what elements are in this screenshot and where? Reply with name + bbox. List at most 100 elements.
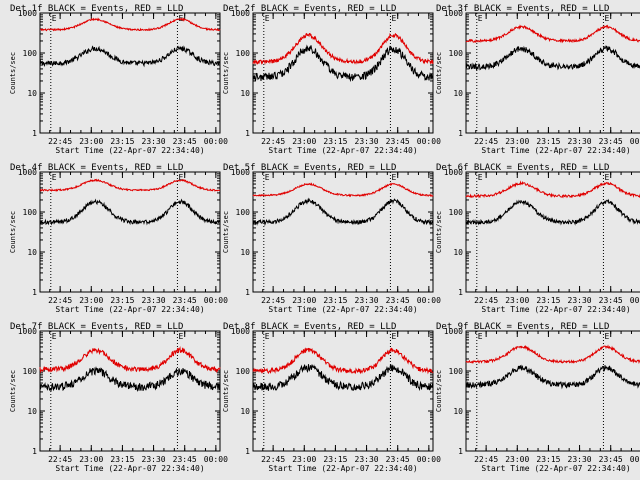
y-tick-label: 1000 (444, 327, 463, 336)
lld-series-line (252, 182, 434, 198)
y-tick-label: 10 (240, 407, 250, 416)
y-tick-label: 100 (23, 49, 38, 58)
y-axis-label: Counts/sec (435, 52, 443, 94)
x-tick-label: 23:30 (355, 455, 379, 464)
x-tick-label: 00:00 (630, 137, 640, 146)
event-marker: E (478, 173, 483, 182)
plot-frame (465, 12, 640, 134)
x-axis-label: Start Time (22-Apr-07 22:34:40) (55, 464, 204, 473)
panel-det-9: Det 9f BLACK = Events, RED = LLD 1 10 100 10… (435, 322, 640, 473)
x-tick-label: 23:00 (505, 455, 529, 464)
event-marker: E (265, 14, 270, 23)
x-axis-label: Start Time (22-Apr-07 22:34:40) (55, 305, 204, 314)
y-tick-label: 1 (32, 288, 37, 297)
x-tick-label: 23:45 (599, 455, 623, 464)
y-tick-label: 10 (240, 89, 250, 98)
y-axis-label: Counts/sec (9, 370, 17, 412)
x-tick-label: 23:30 (142, 137, 166, 146)
x-tick-label: 22:45 (261, 137, 285, 146)
x-tick-label: 00:00 (417, 137, 441, 146)
event-marker: E (391, 14, 396, 23)
event-marker: E (178, 332, 183, 341)
events-series-line (465, 45, 640, 71)
panel-det-7: Det 7f BLACK = Events, RED = LLD 1 10 100 10… (9, 322, 228, 473)
x-tick-label: 23:15 (323, 296, 347, 305)
x-tick-label: 22:45 (474, 296, 498, 305)
y-tick-label: 100 (236, 208, 251, 217)
panel-title: Det 8f BLACK = Events, RED = LLD (223, 322, 396, 332)
events-series-line (252, 197, 434, 227)
x-tick-label: 23:45 (386, 296, 410, 305)
panel-det-3: Det 3f BLACK = Events, RED = LLD 1 10 100 10… (435, 4, 640, 155)
y-tick-label: 10 (27, 248, 37, 257)
lld-series-line (39, 17, 221, 32)
panel-det-4: Det 4f BLACK = Events, RED = LLD 1 10 100 10… (9, 163, 228, 314)
plot-frame (252, 171, 434, 293)
x-tick-label: 22:45 (48, 137, 72, 146)
x-tick-label: 23:00 (292, 137, 316, 146)
panel-det-2: Det 2f BLACK = Events, RED = LLD 1 10 100 10… (222, 4, 441, 155)
y-tick-label: 1 (458, 288, 463, 297)
lld-series-line (39, 346, 221, 374)
y-axis-label: Counts/sec (222, 370, 230, 412)
y-tick-label: 1 (458, 447, 463, 456)
y-tick-label: 10 (453, 89, 463, 98)
x-tick-label: 23:00 (79, 137, 103, 146)
events-series-line (252, 364, 434, 392)
event-marker: E (52, 332, 57, 341)
events-series-line (465, 198, 640, 226)
x-tick-label: 23:15 (536, 455, 560, 464)
event-marker: E (604, 14, 609, 23)
plot-frame (465, 171, 640, 293)
y-tick-label: 1 (245, 129, 250, 138)
event-marker: E (604, 332, 609, 341)
panel-det-1: Det 1f BLACK = Events, RED = LLD 1 10 100 10… (9, 4, 228, 155)
y-tick-label: 10 (453, 407, 463, 416)
x-tick-label: 23:30 (568, 137, 592, 146)
panel-title: Det 2f BLACK = Events, RED = LLD (223, 4, 396, 14)
event-marker: E (391, 173, 396, 182)
x-tick-label: 23:00 (505, 137, 529, 146)
x-tick-label: 23:45 (386, 455, 410, 464)
x-tick-label: 00:00 (204, 296, 228, 305)
x-tick-label: 23:30 (568, 455, 592, 464)
lld-series-line (465, 24, 640, 44)
events-series-line (39, 45, 221, 68)
y-tick-label: 1000 (231, 9, 250, 18)
events-series-line (252, 44, 434, 83)
y-tick-label: 10 (240, 248, 250, 257)
y-tick-label: 100 (449, 367, 464, 376)
event-marker: E (604, 173, 609, 182)
y-tick-label: 10 (27, 89, 37, 98)
y-axis-label: Counts/sec (9, 211, 17, 253)
x-axis-label: Start Time (22-Apr-07 22:34:40) (268, 464, 417, 473)
x-tick-label: 23:45 (386, 137, 410, 146)
lld-series-line (252, 347, 434, 375)
event-marker: E (265, 173, 270, 182)
panel-det-5: Det 5f BLACK = Events, RED = LLD 1 10 100 10… (222, 163, 441, 314)
panel-title: Det 7f BLACK = Events, RED = LLD (10, 322, 183, 332)
plot-frame (39, 12, 221, 134)
y-tick-label: 10 (453, 248, 463, 257)
y-axis-label: Counts/sec (222, 52, 230, 94)
y-tick-label: 10 (27, 407, 37, 416)
lld-series-line (465, 180, 640, 199)
panel-title: Det 9f BLACK = Events, RED = LLD (436, 322, 609, 332)
y-axis-label: Counts/sec (435, 370, 443, 412)
x-tick-label: 23:30 (568, 296, 592, 305)
plot-frame (252, 12, 434, 134)
event-marker: E (52, 14, 57, 23)
y-tick-label: 1 (245, 447, 250, 456)
y-tick-label: 100 (236, 49, 251, 58)
x-axis-label: Start Time (22-Apr-07 22:34:40) (268, 146, 417, 155)
x-tick-label: 23:00 (79, 455, 103, 464)
panel-title: Det 5f BLACK = Events, RED = LLD (223, 163, 396, 173)
x-tick-label: 23:15 (323, 137, 347, 146)
y-axis-label: Counts/sec (435, 211, 443, 253)
x-axis-label: Start Time (22-Apr-07 22:34:40) (55, 146, 204, 155)
panel-title: Det 3f BLACK = Events, RED = LLD (436, 4, 609, 14)
plot-frame (252, 330, 434, 452)
lld-series-line (252, 32, 434, 65)
x-tick-label: 22:45 (261, 296, 285, 305)
